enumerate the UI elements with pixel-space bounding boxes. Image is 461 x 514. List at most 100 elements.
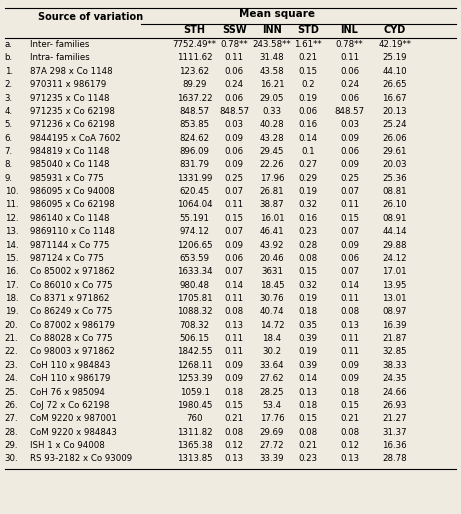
Text: Co 85002 x 971862: Co 85002 x 971862 <box>30 267 115 277</box>
Text: 0.18: 0.18 <box>298 307 318 317</box>
Text: 1064.04: 1064.04 <box>177 200 213 210</box>
Text: 13.01: 13.01 <box>382 294 407 303</box>
Text: 9.: 9. <box>5 174 12 183</box>
Text: 20.03: 20.03 <box>382 160 407 170</box>
Text: 0.08: 0.08 <box>298 428 318 437</box>
Text: 08.81: 08.81 <box>382 187 407 196</box>
Text: 0.08: 0.08 <box>225 307 244 317</box>
Text: 824.62: 824.62 <box>179 134 210 143</box>
Text: 46.41: 46.41 <box>260 227 284 236</box>
Text: 0.11: 0.11 <box>225 347 244 357</box>
Text: 8.: 8. <box>5 160 13 170</box>
Text: CoH 110 x 984843: CoH 110 x 984843 <box>30 361 111 370</box>
Text: 0.39: 0.39 <box>298 361 318 370</box>
Text: 0.06: 0.06 <box>340 94 359 103</box>
Text: 0.09: 0.09 <box>340 361 359 370</box>
Text: 28.25: 28.25 <box>260 388 284 397</box>
Text: 7752.49**: 7752.49** <box>172 40 217 49</box>
Text: 0.15: 0.15 <box>340 214 359 223</box>
Text: 29.88: 29.88 <box>382 241 407 250</box>
Text: 42.19**: 42.19** <box>378 40 411 49</box>
Text: 0.25: 0.25 <box>225 174 244 183</box>
Text: 0.07: 0.07 <box>340 227 359 236</box>
Text: 29.05: 29.05 <box>260 94 284 103</box>
Text: 0.21: 0.21 <box>298 53 318 63</box>
Text: 0.09: 0.09 <box>225 374 244 383</box>
Text: 0.78**: 0.78** <box>336 40 363 49</box>
Text: 0.19: 0.19 <box>298 94 318 103</box>
Text: 1980.45: 1980.45 <box>177 401 213 410</box>
Text: Co 98003 x 971862: Co 98003 x 971862 <box>30 347 115 357</box>
Text: 33.64: 33.64 <box>260 361 284 370</box>
Text: 26.65: 26.65 <box>382 80 407 89</box>
Text: 0.35: 0.35 <box>298 321 318 330</box>
Text: 7.: 7. <box>5 147 13 156</box>
Text: 21.87: 21.87 <box>382 334 407 343</box>
Text: 984819 x Co 1148: 984819 x Co 1148 <box>30 147 109 156</box>
Text: 0.23: 0.23 <box>298 454 318 464</box>
Text: 0.06: 0.06 <box>340 147 359 156</box>
Text: 32.85: 32.85 <box>382 347 407 357</box>
Text: 0.15: 0.15 <box>298 67 318 76</box>
Text: 44.10: 44.10 <box>382 67 407 76</box>
Text: 38.33: 38.33 <box>382 361 407 370</box>
Text: 4.: 4. <box>5 107 13 116</box>
Text: STD: STD <box>297 25 319 35</box>
Text: b.: b. <box>5 53 13 63</box>
Text: 0.29: 0.29 <box>298 174 318 183</box>
Text: 18.45: 18.45 <box>260 281 284 290</box>
Text: 1111.62: 1111.62 <box>177 53 213 63</box>
Text: 17.01: 17.01 <box>382 267 407 277</box>
Text: 243.58**: 243.58** <box>253 40 291 49</box>
Text: 896.09: 896.09 <box>180 147 209 156</box>
Text: 0.11: 0.11 <box>340 53 359 63</box>
Text: 20.13: 20.13 <box>382 107 407 116</box>
Text: 1059.1: 1059.1 <box>179 388 210 397</box>
Text: 760: 760 <box>186 414 203 424</box>
Text: 13.95: 13.95 <box>382 281 407 290</box>
Text: 3.: 3. <box>5 94 13 103</box>
Text: 44.14: 44.14 <box>382 227 407 236</box>
Text: 0.07: 0.07 <box>225 187 244 196</box>
Text: 31.37: 31.37 <box>382 428 407 437</box>
Text: 0.09: 0.09 <box>225 241 244 250</box>
Text: 25.24: 25.24 <box>382 120 407 130</box>
Text: 0.03: 0.03 <box>225 120 244 130</box>
Text: 43.58: 43.58 <box>260 67 284 76</box>
Text: 0.19: 0.19 <box>298 347 318 357</box>
Text: 708.32: 708.32 <box>179 321 210 330</box>
Text: 24.: 24. <box>5 374 18 383</box>
Text: 0.11: 0.11 <box>340 347 359 357</box>
Text: 0.09: 0.09 <box>225 160 244 170</box>
Text: 0.13: 0.13 <box>298 388 318 397</box>
Text: 28.: 28. <box>5 428 18 437</box>
Text: 0.14: 0.14 <box>340 281 359 290</box>
Text: 53.4: 53.4 <box>262 401 282 410</box>
Text: 0.15: 0.15 <box>298 267 318 277</box>
Text: 986140 x Co 1148: 986140 x Co 1148 <box>30 214 109 223</box>
Text: 0.06: 0.06 <box>340 254 359 263</box>
Text: 853.85: 853.85 <box>179 120 210 130</box>
Text: 0.16: 0.16 <box>298 214 318 223</box>
Text: 24.35: 24.35 <box>382 374 407 383</box>
Text: 10.: 10. <box>5 187 18 196</box>
Text: 08.97: 08.97 <box>382 307 407 317</box>
Text: 0.21: 0.21 <box>340 414 359 424</box>
Text: Co 86249 x Co 775: Co 86249 x Co 775 <box>30 307 112 317</box>
Text: 27.: 27. <box>5 414 18 424</box>
Text: CoM 9220 x 984843: CoM 9220 x 984843 <box>30 428 117 437</box>
Text: 38.87: 38.87 <box>260 200 284 210</box>
Text: 0.09: 0.09 <box>340 374 359 383</box>
Text: 25.36: 25.36 <box>382 174 407 183</box>
Text: 26.81: 26.81 <box>260 187 284 196</box>
Text: 0.06: 0.06 <box>340 67 359 76</box>
Text: 08.91: 08.91 <box>382 214 407 223</box>
Text: 14.72: 14.72 <box>260 321 284 330</box>
Text: 16.39: 16.39 <box>382 321 407 330</box>
Text: 14.: 14. <box>5 241 18 250</box>
Text: 831.79: 831.79 <box>179 160 210 170</box>
Text: 0.06: 0.06 <box>225 254 244 263</box>
Text: 6.: 6. <box>5 134 13 143</box>
Text: 0.2: 0.2 <box>301 80 315 89</box>
Text: 0.13: 0.13 <box>340 321 359 330</box>
